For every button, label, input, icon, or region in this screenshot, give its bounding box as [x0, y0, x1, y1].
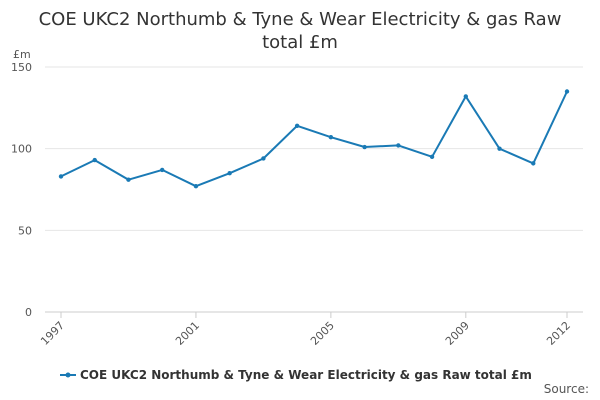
data-point[interactable]	[497, 146, 502, 151]
y-axis-unit-label: £m	[13, 48, 31, 61]
gridlines	[45, 66, 583, 313]
legend-point-marker	[65, 372, 71, 378]
data-point[interactable]	[261, 156, 266, 161]
data-point[interactable]	[463, 94, 468, 99]
series-line	[60, 91, 568, 188]
data-point[interactable]	[531, 161, 536, 166]
x-tick-label: 2012	[544, 319, 573, 348]
x-tick-label: 2005	[308, 319, 337, 348]
chart-title: COE UKC2 Northumb & Tyne & Wear Electric…	[38, 9, 562, 53]
data-point[interactable]	[126, 177, 131, 182]
data-point[interactable]	[58, 174, 64, 179]
legend-item-label[interactable]: COE UKC2 Northumb & Tyne & Wear Electric…	[80, 368, 532, 382]
y-tick-label: 50	[18, 224, 32, 237]
y-tick-label: 150	[11, 61, 32, 74]
data-point[interactable]	[160, 167, 165, 173]
x-tick-label: 1997	[38, 319, 67, 348]
x-axis: 1997 2001 2005 2009 2012	[38, 312, 573, 348]
y-axis: 0 50 100 150	[11, 61, 32, 319]
y-tick-label: 100	[11, 143, 32, 156]
data-point[interactable]	[429, 154, 435, 160]
data-point[interactable]	[328, 135, 334, 140]
data-point[interactable]	[193, 184, 199, 189]
y-tick-label: 0	[25, 306, 32, 319]
x-tick-label: 2009	[443, 319, 472, 348]
data-point[interactable]	[294, 123, 300, 128]
data-point[interactable]	[92, 157, 97, 163]
legend[interactable]: COE UKC2 Northumb & Tyne & Wear Electric…	[60, 368, 532, 382]
series-layer	[58, 89, 570, 189]
data-point[interactable]	[564, 89, 570, 94]
data-point[interactable]	[396, 143, 401, 148]
source-credit[interactable]: Source:	[544, 382, 589, 396]
x-tick-label: 2001	[173, 319, 202, 348]
data-point[interactable]	[227, 170, 232, 176]
data-point[interactable]	[362, 144, 367, 150]
